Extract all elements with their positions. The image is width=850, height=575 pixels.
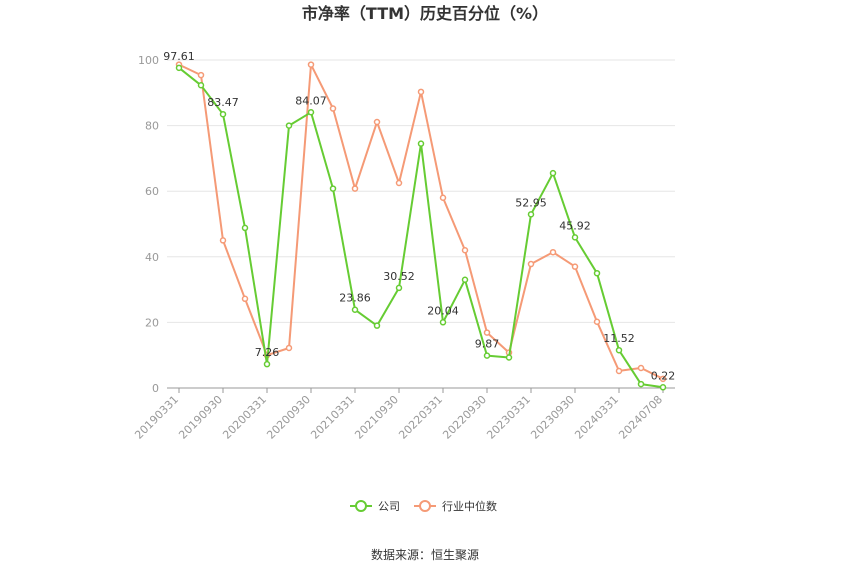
data-point	[241, 295, 249, 303]
data-point	[285, 122, 293, 129]
data-label: 83.47	[207, 96, 239, 109]
data-point	[241, 224, 249, 232]
data-point	[527, 260, 535, 268]
data-point	[615, 346, 623, 354]
data-label: 23.86	[339, 292, 371, 305]
data-point	[505, 354, 513, 361]
data-point	[659, 375, 667, 383]
data-point	[571, 263, 579, 270]
legend-label: 行业中位数	[442, 499, 497, 513]
data-labels: 97.61 83.47 7.26 84.07 23.86 30.52 20.04 9.87 52…	[163, 50, 675, 382]
data-point	[659, 384, 667, 391]
legend[interactable]: 公司 行业中位数	[350, 499, 497, 513]
data-point	[615, 367, 623, 375]
data-point	[637, 364, 645, 372]
data-point	[395, 284, 403, 292]
data-label: 97.61	[163, 50, 195, 63]
legend-marker	[355, 500, 367, 512]
x-tick-label: 20200930	[264, 393, 313, 442]
data-point	[483, 329, 491, 336]
data-point	[483, 352, 491, 359]
data-point	[307, 109, 315, 116]
series-company	[175, 64, 667, 391]
data-point	[549, 169, 557, 177]
data-point	[527, 211, 535, 218]
x-tick-label: 20200331	[220, 393, 269, 442]
data-point	[351, 306, 359, 313]
legend-marker	[419, 500, 431, 512]
y-tick-label: 100	[138, 54, 159, 67]
data-point	[373, 322, 381, 329]
data-point	[197, 82, 205, 89]
data-point	[439, 194, 447, 202]
x-tick-label: 20210331	[308, 393, 357, 442]
data-point	[197, 71, 205, 79]
data-point	[219, 237, 227, 244]
data-label: 45.92	[559, 219, 591, 232]
data-point	[351, 185, 359, 192]
data-point	[593, 269, 601, 277]
data-point	[307, 61, 315, 68]
y-tick-label: 0	[152, 382, 159, 395]
data-point	[461, 246, 469, 254]
data-point	[417, 140, 425, 147]
data-point	[593, 318, 601, 325]
data-point	[175, 64, 183, 72]
data-label: 52.95	[515, 196, 547, 209]
data-label: 84.07	[295, 94, 327, 107]
data-point	[263, 360, 271, 368]
series-area	[175, 61, 667, 391]
data-label: 30.52	[383, 270, 415, 283]
series-industry-median	[175, 61, 667, 383]
data-label: 0.22	[651, 369, 676, 382]
data-point	[329, 185, 337, 192]
legend-label: 公司	[378, 500, 400, 513]
data-point	[373, 118, 381, 126]
legend-item-company[interactable]: 公司	[350, 500, 400, 513]
y-tick-label: 60	[145, 185, 159, 198]
data-label: 7.26	[255, 346, 280, 359]
data-point	[461, 276, 469, 284]
x-tick-label: 20240331	[572, 393, 621, 442]
data-point	[219, 110, 227, 118]
grid	[167, 59, 675, 389]
data-source: 数据来源：恒生聚源	[371, 547, 479, 562]
data-point	[549, 248, 557, 256]
x-tick-label: 20210930	[352, 393, 401, 442]
data-point	[571, 234, 579, 241]
y-tick-label: 20	[145, 316, 159, 329]
data-label: 20.04	[427, 304, 459, 317]
data-point	[439, 319, 447, 326]
x-tick-label: 20220930	[440, 393, 489, 442]
data-point	[637, 380, 645, 388]
data-point	[417, 88, 425, 96]
x-tick-label: 20230331	[484, 393, 533, 442]
x-tick-label: 20190930	[176, 393, 225, 442]
y-tick-label: 40	[145, 251, 159, 264]
data-point	[395, 179, 403, 187]
axes: 0 20 40 60 80 100 2019033120190930202003312020…	[132, 54, 675, 442]
x-tick-label: 20220331	[396, 393, 445, 442]
y-tick-label: 80	[145, 120, 159, 133]
data-label: 9.87	[475, 338, 500, 351]
x-tick-label: 20240708	[616, 393, 665, 442]
data-point	[285, 344, 293, 352]
data-point	[329, 105, 337, 112]
x-tick-label: 20230930	[528, 393, 577, 442]
x-tick-label: 20190331	[132, 393, 181, 442]
chart-title: 市净率（TTM）历史百分位（%）	[302, 4, 548, 23]
legend-item-industry-median[interactable]: 行业中位数	[414, 499, 497, 513]
data-label: 11.52	[603, 332, 635, 345]
